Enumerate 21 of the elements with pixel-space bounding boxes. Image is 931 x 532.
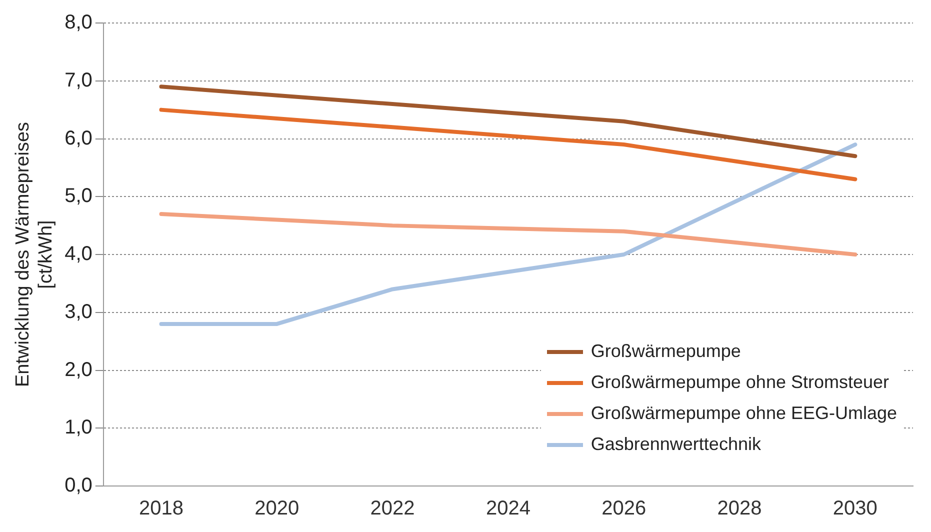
y-tick-label: 7,0	[64, 69, 92, 92]
y-tick-label: 6,0	[64, 127, 92, 150]
y-tick-label: 4,0	[64, 243, 92, 266]
y-tick-label: 0,0	[64, 474, 92, 497]
x-tick-label: 2018	[138, 498, 184, 520]
x-tick-label: 2024	[486, 498, 530, 520]
x-tick-label: 2026	[602, 498, 646, 520]
legend-label: Großwärmepumpe ohne EEG-Umlage	[590, 403, 897, 424]
x-tick-label: 2028	[717, 498, 762, 520]
y-tick-label: 1,0	[64, 416, 92, 439]
x-tick-label: 2030	[832, 498, 878, 520]
legend-label: Großwärmepumpe	[590, 341, 741, 362]
x-tick-label: 2020	[254, 498, 300, 520]
x-tick-label: 2022	[370, 498, 415, 520]
legend-label: Gasbrennwerttechnik	[590, 434, 761, 455]
y-tick-label: 5,0	[64, 185, 92, 208]
legend-label: Großwärmepumpe ohne Stromsteuer	[590, 372, 889, 393]
y-tick-label: 8,0	[64, 12, 92, 34]
y-tick-label: 3,0	[64, 300, 92, 323]
y-tick-label: 2,0	[64, 358, 92, 381]
y-axis-title: Entwicklung des Wärmepreises [ct/kWh]	[12, 122, 56, 388]
